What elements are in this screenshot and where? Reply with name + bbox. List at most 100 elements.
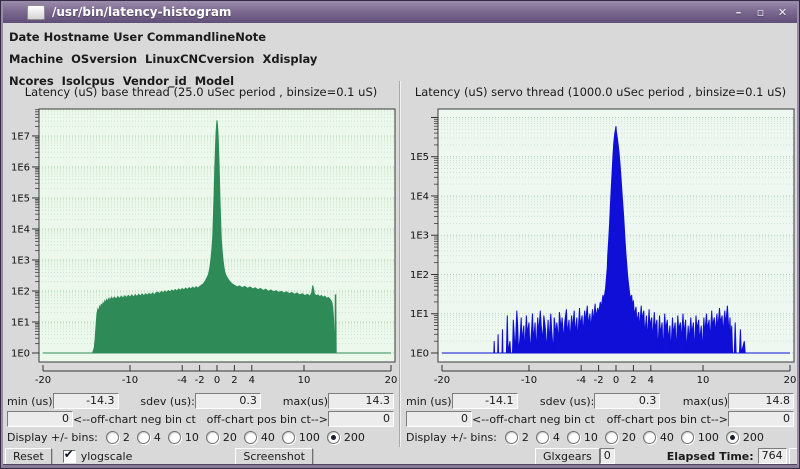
header-line-date: Date Hostname User CommandlineNote — [9, 30, 267, 44]
svg-text:1E6: 1E6 — [11, 162, 30, 173]
svg-text:-4: -4 — [177, 375, 187, 383]
svg-text:1E1: 1E1 — [11, 317, 30, 328]
neg-offchart-field[interactable]: 0 — [7, 411, 73, 427]
bins-radio-label[interactable]: 20 — [222, 430, 237, 444]
svg-text:10: 10 — [298, 375, 311, 383]
bins-radio-200[interactable] — [326, 430, 340, 444]
bins-radio-label[interactable]: 20 — [621, 430, 636, 444]
servo-chart-title: Latency (uS) servo thread (1000.0 uSec p… — [414, 85, 787, 99]
svg-text:1E3: 1E3 — [11, 255, 30, 266]
svg-text:1E1: 1E1 — [410, 309, 429, 320]
max-field[interactable]: 14.3 — [328, 393, 394, 409]
pos-offchart-label: off-chart pos bin ct--> — [606, 412, 728, 426]
svg-text:1E2: 1E2 — [11, 286, 30, 297]
bins-radio-label[interactable]: 10 — [184, 430, 199, 444]
bins-radio-label[interactable]: 4 — [552, 430, 560, 444]
pos-offchart-field[interactable]: 0 — [328, 411, 394, 427]
svg-text:2: 2 — [630, 375, 636, 383]
pos-offchart-label: off-chart pos bin ct--> — [206, 412, 328, 426]
app-icon — [27, 4, 45, 20]
bins-radio-2[interactable] — [105, 430, 119, 444]
bins-radio-100[interactable] — [680, 430, 694, 444]
bins-radio-10[interactable] — [167, 430, 181, 444]
ylogscale-checkbox[interactable] — [62, 447, 76, 463]
svg-text:-4: -4 — [576, 375, 586, 383]
bins-radio-200[interactable] — [725, 430, 739, 444]
svg-text:1E7: 1E7 — [11, 131, 30, 142]
elapsed-time-field[interactable]: 764 — [757, 448, 787, 464]
max-label: max(us) — [682, 394, 728, 408]
close-icon[interactable]: ✕ — [777, 5, 788, 19]
glxgears-count-field[interactable]: 0 — [599, 448, 615, 464]
svg-text:1E4: 1E4 — [410, 191, 429, 202]
svg-text:20: 20 — [385, 375, 398, 383]
svg-text:-2: -2 — [195, 375, 205, 383]
display-bins-label: Display +/- bins: — [7, 430, 98, 444]
bins-radio-40[interactable] — [243, 430, 257, 444]
exit-button[interactable]: Exit — [788, 447, 799, 465]
header-line-machine: Machine OSversion LinuxCNCversion Xdispl… — [9, 52, 318, 66]
max-label: max(us) — [282, 394, 328, 408]
sdev-field[interactable]: 0.3 — [594, 393, 661, 409]
elapsed-time-label: Elapsed Time: — [666, 449, 754, 463]
svg-text:1E5: 1E5 — [11, 193, 30, 204]
min-label: min (us) — [406, 394, 452, 408]
screenshot-button[interactable]: Screenshot — [235, 447, 313, 465]
neg-offchart-field[interactable]: 0 — [406, 411, 472, 427]
bins-radio-label[interactable]: 40 — [659, 430, 674, 444]
bins-options: 2 4 10 20 40 100 200 — [105, 430, 365, 444]
bins-radio-40[interactable] — [642, 430, 656, 444]
neg-offchart-label: <--off-chart neg bin ct — [73, 412, 196, 426]
titlebar[interactable]: /usr/bin/latency-histogram – ▫ ✕ — [1, 1, 799, 23]
min-field[interactable]: -14.1 — [451, 393, 518, 409]
bins-radio-20[interactable] — [604, 430, 618, 444]
base-chart-title: Latency (uS) base thread (25.0 uSec peri… — [24, 85, 378, 99]
bins-radio-label[interactable]: 2 — [122, 430, 130, 444]
bins-radio-10[interactable] — [566, 430, 580, 444]
svg-text:1E3: 1E3 — [410, 231, 429, 242]
svg-text:10: 10 — [697, 375, 710, 383]
svg-text:1E0: 1E0 — [410, 349, 429, 360]
min-label: min (us) — [7, 394, 53, 408]
bins-radio-20[interactable] — [205, 430, 219, 444]
ylogscale-label[interactable]: ylogscale — [80, 449, 133, 463]
bins-radio-label[interactable]: 10 — [583, 430, 598, 444]
maximize-icon[interactable]: ▫ — [756, 5, 765, 19]
base-thread-panel: Latency (uS) base thread (25.0 uSec peri… — [3, 81, 400, 447]
sdev-field[interactable]: 0.3 — [194, 393, 261, 409]
svg-text:1E2: 1E2 — [410, 270, 429, 281]
bins-radio-4[interactable] — [136, 430, 150, 444]
sdev-label: sdev (us): — [140, 394, 195, 408]
bins-radio-label[interactable]: 100 — [298, 430, 320, 444]
bins-radio-label[interactable]: 200 — [742, 430, 764, 444]
bins-radio-label[interactable]: 100 — [697, 430, 719, 444]
minimize-icon[interactable]: – — [735, 5, 742, 19]
display-bins-label: Display +/- bins: — [406, 430, 497, 444]
window-title: /usr/bin/latency-histogram — [52, 5, 232, 19]
svg-text:0: 0 — [214, 375, 220, 383]
bins-radio-label[interactable]: 40 — [260, 430, 275, 444]
min-field[interactable]: -14.3 — [52, 393, 119, 409]
svg-text:4: 4 — [648, 375, 654, 383]
header-line-ncores: Ncores Isolcpus Vendor_id Model — [9, 74, 235, 88]
neg-offchart-label: <--off-chart neg bin ct — [472, 412, 595, 426]
bins-radio-100[interactable] — [281, 430, 295, 444]
bins-radio-label[interactable]: 200 — [343, 430, 365, 444]
bins-radio-2[interactable] — [504, 430, 518, 444]
svg-text:1E0: 1E0 — [11, 349, 30, 360]
info-header: Date Hostname User CommandlineNote Machi… — [9, 26, 317, 92]
bins-radio-4[interactable] — [535, 430, 549, 444]
bins-radio-label[interactable]: 4 — [153, 430, 161, 444]
svg-text:20: 20 — [784, 375, 797, 383]
svg-text:-10: -10 — [521, 375, 537, 383]
reset-button[interactable]: Reset — [5, 447, 52, 465]
svg-text:-2: -2 — [594, 375, 604, 383]
svg-text:4: 4 — [249, 375, 255, 383]
pos-offchart-field[interactable]: 0 — [728, 411, 794, 427]
glxgears-button[interactable]: Glxgears — [534, 447, 600, 465]
max-field[interactable]: 14.8 — [728, 393, 794, 409]
bins-radio-label[interactable]: 2 — [521, 430, 529, 444]
sdev-label: sdev (us): — [539, 394, 595, 408]
